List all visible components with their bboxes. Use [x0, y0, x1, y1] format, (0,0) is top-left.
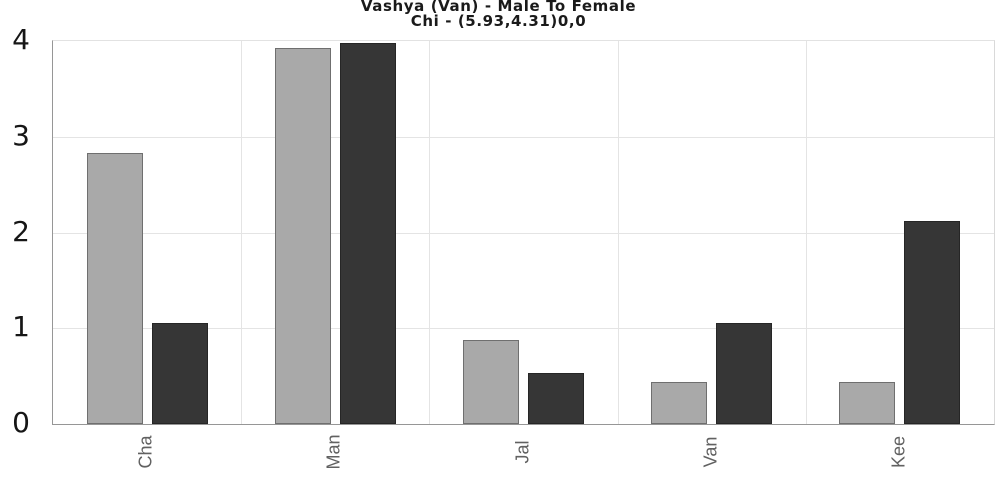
- gridline-horizontal: [53, 232, 994, 234]
- bar-kee-gray: [839, 382, 896, 424]
- gridline-horizontal: [53, 136, 994, 138]
- bar-kee-dark: [904, 221, 961, 424]
- bar-cha-gray: [86, 153, 143, 424]
- gridline-vertical: [805, 41, 807, 424]
- bar-van-gray: [651, 382, 708, 424]
- y-tick-label: 4: [12, 23, 30, 56]
- bar-cha-dark: [151, 323, 208, 424]
- bar-jal-dark: [528, 373, 584, 424]
- y-tick-label: 2: [12, 214, 30, 248]
- gridline-vertical: [241, 41, 243, 424]
- chart-title: Vashya (Van) - Male To Female: [360, 0, 637, 15]
- gridline-vertical: [617, 41, 619, 424]
- bar-man-gray: [274, 48, 331, 424]
- y-tick-label: 3: [12, 118, 30, 152]
- x-tick-label: Jal: [512, 440, 532, 464]
- bar-jal-gray: [463, 340, 519, 424]
- chart-title-block: Vashya (Van) - Male To Female Chi - (5.9…: [0, 0, 997, 29]
- y-tick-label: 1: [12, 310, 30, 344]
- x-tick-label: Man: [323, 434, 344, 470]
- y-tick-label: 0: [12, 406, 30, 439]
- gridline-horizontal: [53, 328, 994, 330]
- x-tick-label: Kee: [888, 435, 909, 469]
- gridline-vertical: [429, 41, 431, 424]
- bar-van-dark: [716, 323, 773, 424]
- chart-subtitle: Chi - (5.93,4.31)0,0: [410, 12, 587, 30]
- plot-area: [52, 40, 995, 425]
- x-tick-label: Cha: [135, 435, 156, 469]
- x-tick-label: Van: [700, 436, 721, 468]
- bar-man-dark: [339, 43, 396, 424]
